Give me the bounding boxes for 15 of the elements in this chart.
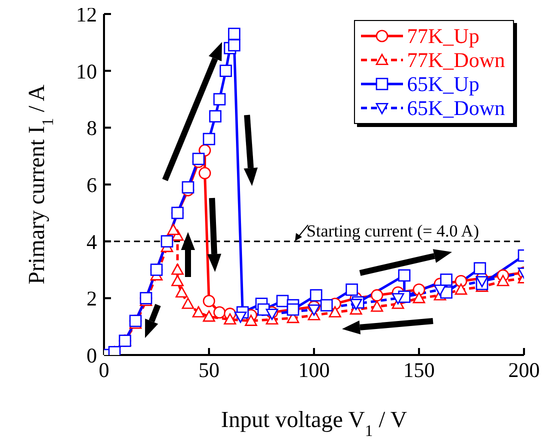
legend-label: 65K_Up — [407, 72, 480, 96]
x-tick-label: 150 — [403, 358, 435, 382]
y-tick-label: 4 — [86, 230, 98, 254]
x-tick-label: 200 — [508, 358, 540, 382]
y-tick-label: 2 — [86, 286, 97, 311]
x-axis-title: Input voltage V$_{1}$ / V — [220, 407, 408, 439]
legend-label: 77K_Up — [407, 24, 480, 48]
x-tick-label: 50 — [198, 358, 220, 382]
legend-label: 77K_Down — [407, 48, 505, 72]
legend-label: 65K_Down — [407, 96, 505, 120]
y-tick-label: 10 — [76, 59, 97, 84]
x-tick-label: 100 — [298, 358, 330, 382]
ref-line-label: Starting current (= 4.0 A) — [306, 221, 479, 240]
y-tick-label: 6 — [86, 172, 97, 197]
y-tick-label: 8 — [86, 116, 97, 140]
